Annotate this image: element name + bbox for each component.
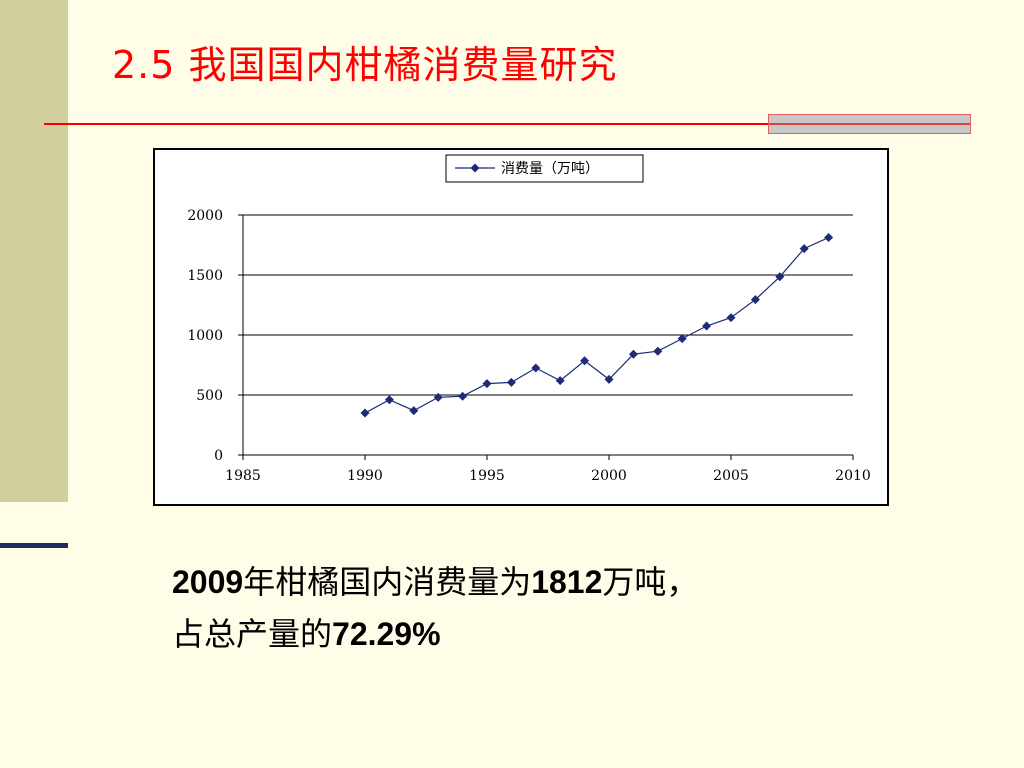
data-point-2003 — [677, 334, 687, 344]
caption-consumption-value: 1812 — [531, 564, 603, 600]
slide-caption: 2009年柑橘国内消费量为1812万吨， 占总产量的72.29% — [172, 556, 698, 660]
title-underline — [44, 123, 774, 125]
line-chart: 0 500 1000 1500 2000 1985 1990 1995 2000 2005 201… — [187, 154, 871, 484]
sidebar-decoration — [0, 0, 68, 502]
data-point-1992 — [409, 406, 419, 416]
y-tick-labels: 0 500 1000 1500 2000 — [187, 208, 223, 464]
data-point-1991 — [384, 395, 394, 405]
chart-axes — [238, 214, 854, 460]
y-tick-label: 0 — [214, 448, 223, 464]
chart-frame: 0 500 1000 1500 2000 1985 1990 1995 2000 2005 201… — [153, 148, 889, 506]
x-tick-label: 2005 — [713, 468, 749, 484]
data-point-2009 — [824, 233, 834, 243]
data-point-1996 — [506, 377, 516, 387]
y-tick-label: 1000 — [187, 328, 223, 344]
series-line-consumption — [364, 237, 829, 414]
legend-marker — [470, 163, 480, 173]
data-point-2001 — [628, 349, 638, 359]
series-group — [360, 233, 834, 418]
data-point-2000 — [604, 374, 614, 384]
data-point-1993 — [433, 392, 443, 402]
caption-text-a: 年柑橘国内消费量为 — [243, 563, 532, 601]
x-tick-label: 1985 — [225, 468, 261, 484]
data-point-2007 — [775, 272, 785, 282]
x-tick-label: 1990 — [347, 468, 383, 484]
data-point-1990 — [360, 408, 370, 418]
data-point-2005 — [726, 313, 736, 323]
data-point-2002 — [653, 346, 663, 356]
data-point-1995 — [482, 379, 492, 389]
slide-title: 2.5 我国国内柑橘消费量研究 — [112, 43, 618, 87]
x-tick-label: 2000 — [591, 468, 627, 484]
data-point-1997 — [531, 363, 541, 373]
data-point-1994 — [458, 391, 468, 401]
caption-percentage: 72.29% — [332, 616, 441, 652]
data-point-2008 — [799, 244, 809, 254]
y-tick-label: 2000 — [187, 208, 223, 224]
y-tick-label: 500 — [196, 388, 223, 404]
caption-text-c: 占总产量的 — [172, 615, 333, 653]
grid-lines — [243, 214, 853, 396]
x-tick-label: 2010 — [835, 468, 871, 484]
caption-year: 2009 — [172, 564, 244, 600]
x-tick-labels: 1985 1990 1995 2000 2005 2010 — [225, 468, 871, 484]
title-rule-ornament — [768, 114, 971, 134]
data-point-2004 — [702, 321, 712, 331]
data-point-1998 — [555, 376, 565, 386]
data-point-2006 — [750, 295, 760, 305]
legend-label: 消费量（万吨） — [501, 161, 599, 177]
x-tick-label: 1995 — [469, 468, 505, 484]
caption-text-b: 万吨， — [602, 563, 699, 601]
data-point-1999 — [580, 356, 590, 366]
sidebar-dash — [0, 543, 68, 548]
legend: 消费量（万吨） — [445, 154, 644, 183]
y-tick-label: 1500 — [187, 268, 223, 284]
